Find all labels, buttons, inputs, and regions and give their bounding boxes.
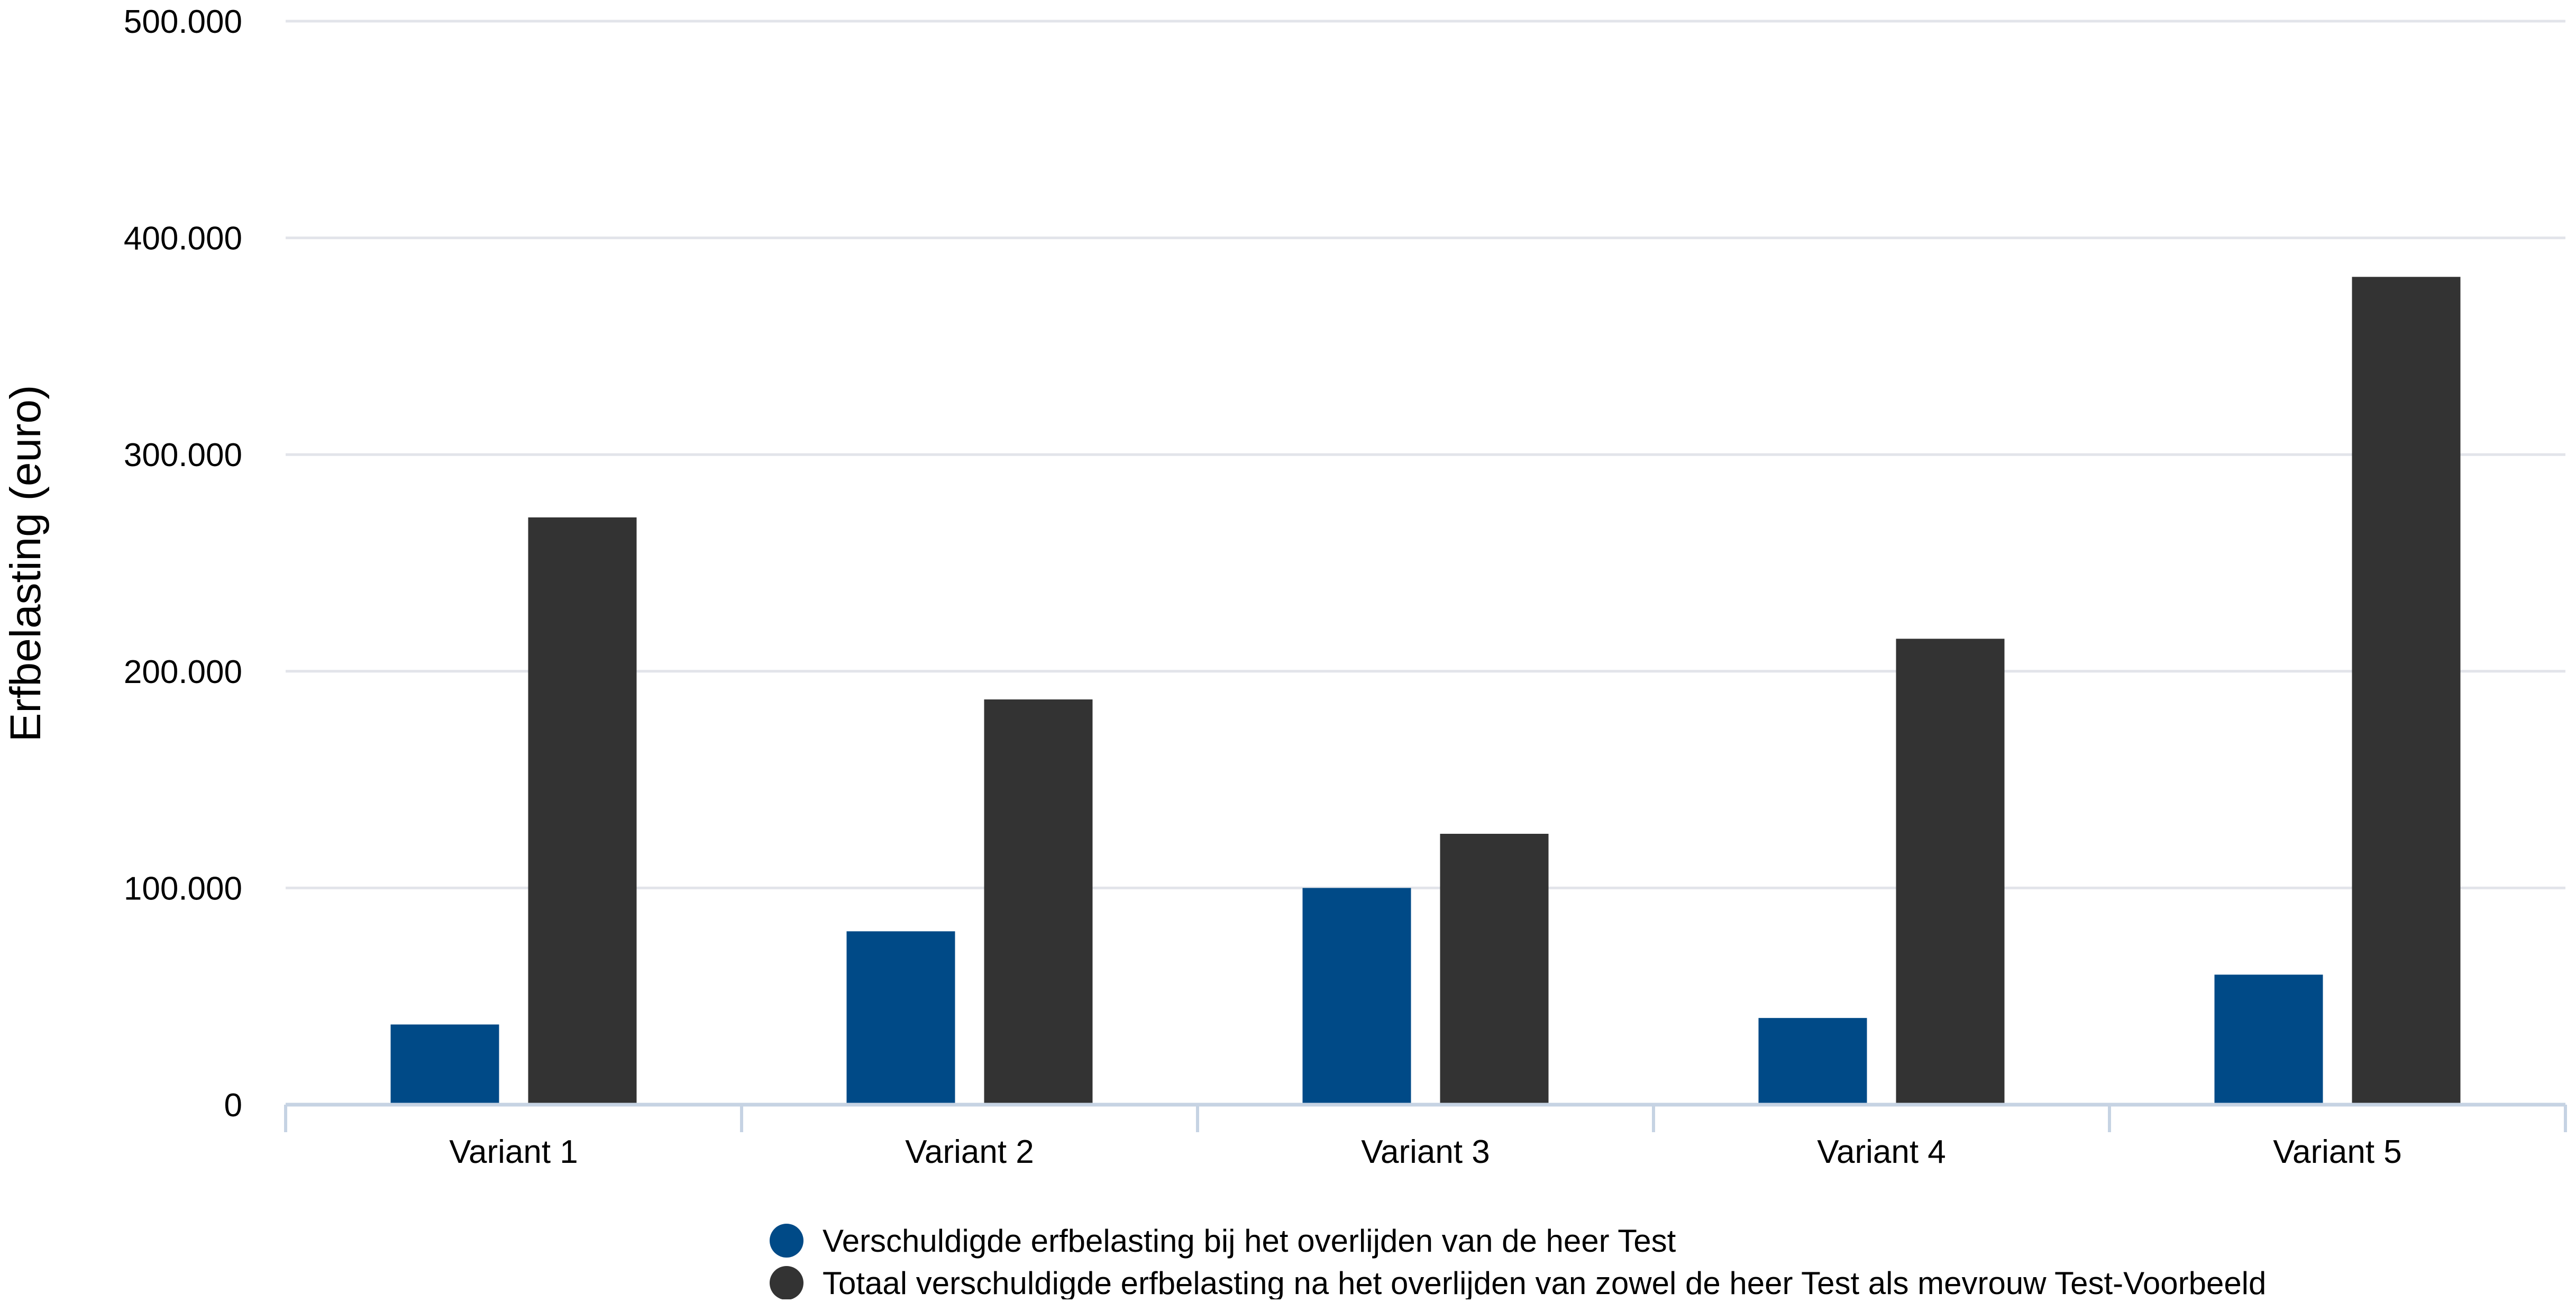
y-tick-label: 400.000 xyxy=(124,221,242,257)
bar-series-2 xyxy=(1896,639,2005,1105)
y-tick-label: 300.000 xyxy=(124,437,242,474)
bar-series-1 xyxy=(1302,888,1411,1105)
x-tick-label: Variant 4 xyxy=(1817,1134,1946,1170)
bar-series-1 xyxy=(2214,975,2323,1105)
bar-series-2 xyxy=(984,699,1093,1105)
x-tick-label: Variant 5 xyxy=(2273,1134,2402,1170)
y-axis: 0 100.000 200.000 300.000 400.000 500.000 xyxy=(124,4,242,1124)
y-tick-label: 500.000 xyxy=(124,4,242,40)
bar-series-1 xyxy=(390,1024,499,1105)
gridlines xyxy=(286,20,2565,889)
x-axis: Variant 1 Variant 2 Variant 3 Variant 4 Vari… xyxy=(284,1103,2567,1170)
legend-label: Verschuldigde erfbelasting bij het overl… xyxy=(823,1223,1676,1259)
bar-series-2 xyxy=(2352,277,2461,1105)
x-tick-label: Variant 2 xyxy=(905,1134,1034,1170)
y-tick-label: 100.000 xyxy=(124,870,242,907)
x-tick-label: Variant 3 xyxy=(1361,1134,1490,1170)
legend-marker xyxy=(770,1224,803,1258)
legend-marker xyxy=(770,1266,803,1300)
bar-series-1 xyxy=(846,931,955,1105)
y-axis-label: Erfbelasting (euro) xyxy=(2,385,50,742)
x-tick-label: Variant 1 xyxy=(449,1134,578,1170)
y-tick-label: 0 xyxy=(224,1087,242,1124)
bar-series-1 xyxy=(1758,1018,1867,1105)
legend: Verschuldigde erfbelasting bij het overl… xyxy=(770,1223,2266,1301)
legend-label: Totaal verschuldigde erfbelasting na het… xyxy=(823,1265,2266,1299)
bars xyxy=(390,277,2461,1105)
y-tick-label: 200.000 xyxy=(124,654,242,690)
bar-series-2 xyxy=(1440,834,1549,1105)
bar-series-2 xyxy=(528,517,637,1105)
